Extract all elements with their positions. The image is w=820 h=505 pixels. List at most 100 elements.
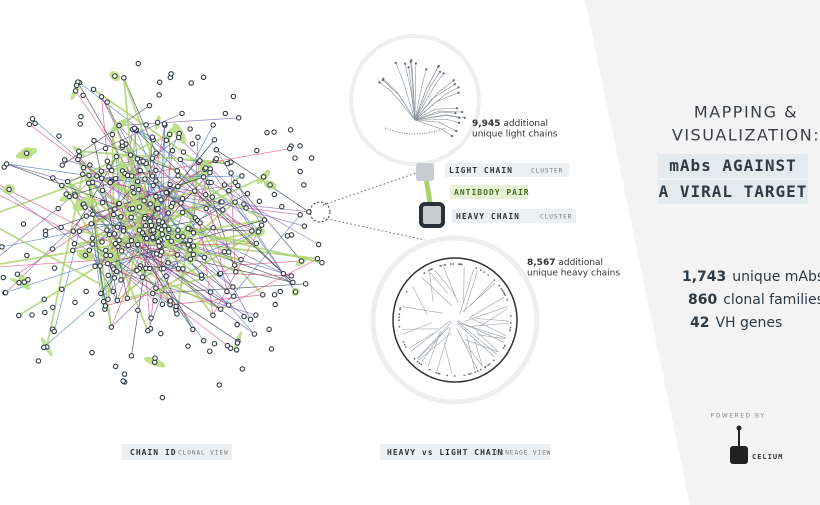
node <box>56 133 62 139</box>
leaf <box>463 374 466 377</box>
node <box>210 122 216 128</box>
note-text: additional <box>558 258 603 268</box>
node <box>200 174 207 180</box>
node <box>131 125 138 132</box>
node <box>160 265 167 272</box>
node <box>188 80 194 86</box>
leaf <box>414 62 418 65</box>
branch <box>468 322 509 327</box>
branch <box>416 321 453 359</box>
edge <box>234 260 302 266</box>
branch <box>476 331 499 353</box>
node <box>55 205 61 212</box>
node <box>146 102 153 109</box>
node <box>50 175 56 181</box>
node <box>156 218 162 224</box>
edge <box>197 193 248 221</box>
title: VISUALIZATION: <box>672 126 820 145</box>
node <box>86 172 92 179</box>
node <box>109 167 115 174</box>
branch <box>457 320 505 343</box>
legend-tag: CLUSTER <box>540 214 572 221</box>
node <box>116 122 122 129</box>
branch <box>469 317 507 337</box>
node <box>222 110 229 117</box>
node <box>141 198 147 204</box>
node <box>82 204 88 211</box>
node <box>128 173 135 179</box>
zoom-line <box>322 217 426 241</box>
node <box>72 88 79 94</box>
node <box>165 210 172 216</box>
node <box>156 92 162 98</box>
leaf <box>474 371 477 374</box>
node <box>89 349 95 356</box>
light-chain-icon <box>416 163 434 181</box>
node <box>16 279 22 286</box>
node <box>187 247 193 253</box>
leaf <box>452 79 455 82</box>
subtitle: mAbs AGAINST <box>669 156 797 175</box>
node <box>120 228 127 234</box>
node <box>134 156 141 162</box>
node <box>80 164 87 171</box>
edge <box>170 294 263 306</box>
branch <box>414 108 457 121</box>
branch <box>414 92 459 121</box>
leaf <box>409 60 412 63</box>
node <box>233 347 240 353</box>
note: 8,567 additional <box>527 258 603 268</box>
node <box>187 126 193 132</box>
node <box>154 119 161 126</box>
node <box>42 309 48 316</box>
node <box>315 241 322 248</box>
branch <box>414 119 460 124</box>
node <box>90 86 97 93</box>
node <box>287 145 293 152</box>
node <box>175 134 182 141</box>
zoom-circle <box>309 201 331 223</box>
caption-bg <box>380 444 550 460</box>
node <box>2 289 9 296</box>
node <box>161 121 168 127</box>
leaf <box>484 365 487 368</box>
branch <box>443 267 459 304</box>
node <box>109 131 116 138</box>
leaf <box>457 91 460 94</box>
node <box>197 220 203 226</box>
edge <box>75 90 170 230</box>
node <box>308 155 315 161</box>
node <box>14 271 21 277</box>
edge <box>0 185 162 270</box>
leaf <box>468 373 470 376</box>
node <box>177 156 184 163</box>
node <box>6 186 12 193</box>
edge <box>90 223 102 294</box>
node <box>107 179 114 186</box>
leaf <box>454 111 457 115</box>
node <box>118 277 124 283</box>
node <box>150 182 157 189</box>
node <box>260 174 267 180</box>
leaf <box>442 72 445 75</box>
node <box>119 139 125 145</box>
node <box>258 222 265 228</box>
light-tree <box>378 59 466 138</box>
leaf <box>437 372 440 375</box>
node <box>112 363 119 370</box>
node <box>232 199 238 205</box>
node <box>190 326 196 333</box>
leaf <box>378 81 381 84</box>
node <box>163 273 169 279</box>
node <box>128 237 135 244</box>
branch <box>470 281 494 306</box>
leaf <box>423 272 426 275</box>
node <box>174 168 181 174</box>
node <box>227 345 234 352</box>
node <box>155 238 162 245</box>
node <box>110 211 117 218</box>
stat-label: clonal families <box>723 292 820 308</box>
branch <box>469 297 505 319</box>
leaf <box>493 279 496 282</box>
